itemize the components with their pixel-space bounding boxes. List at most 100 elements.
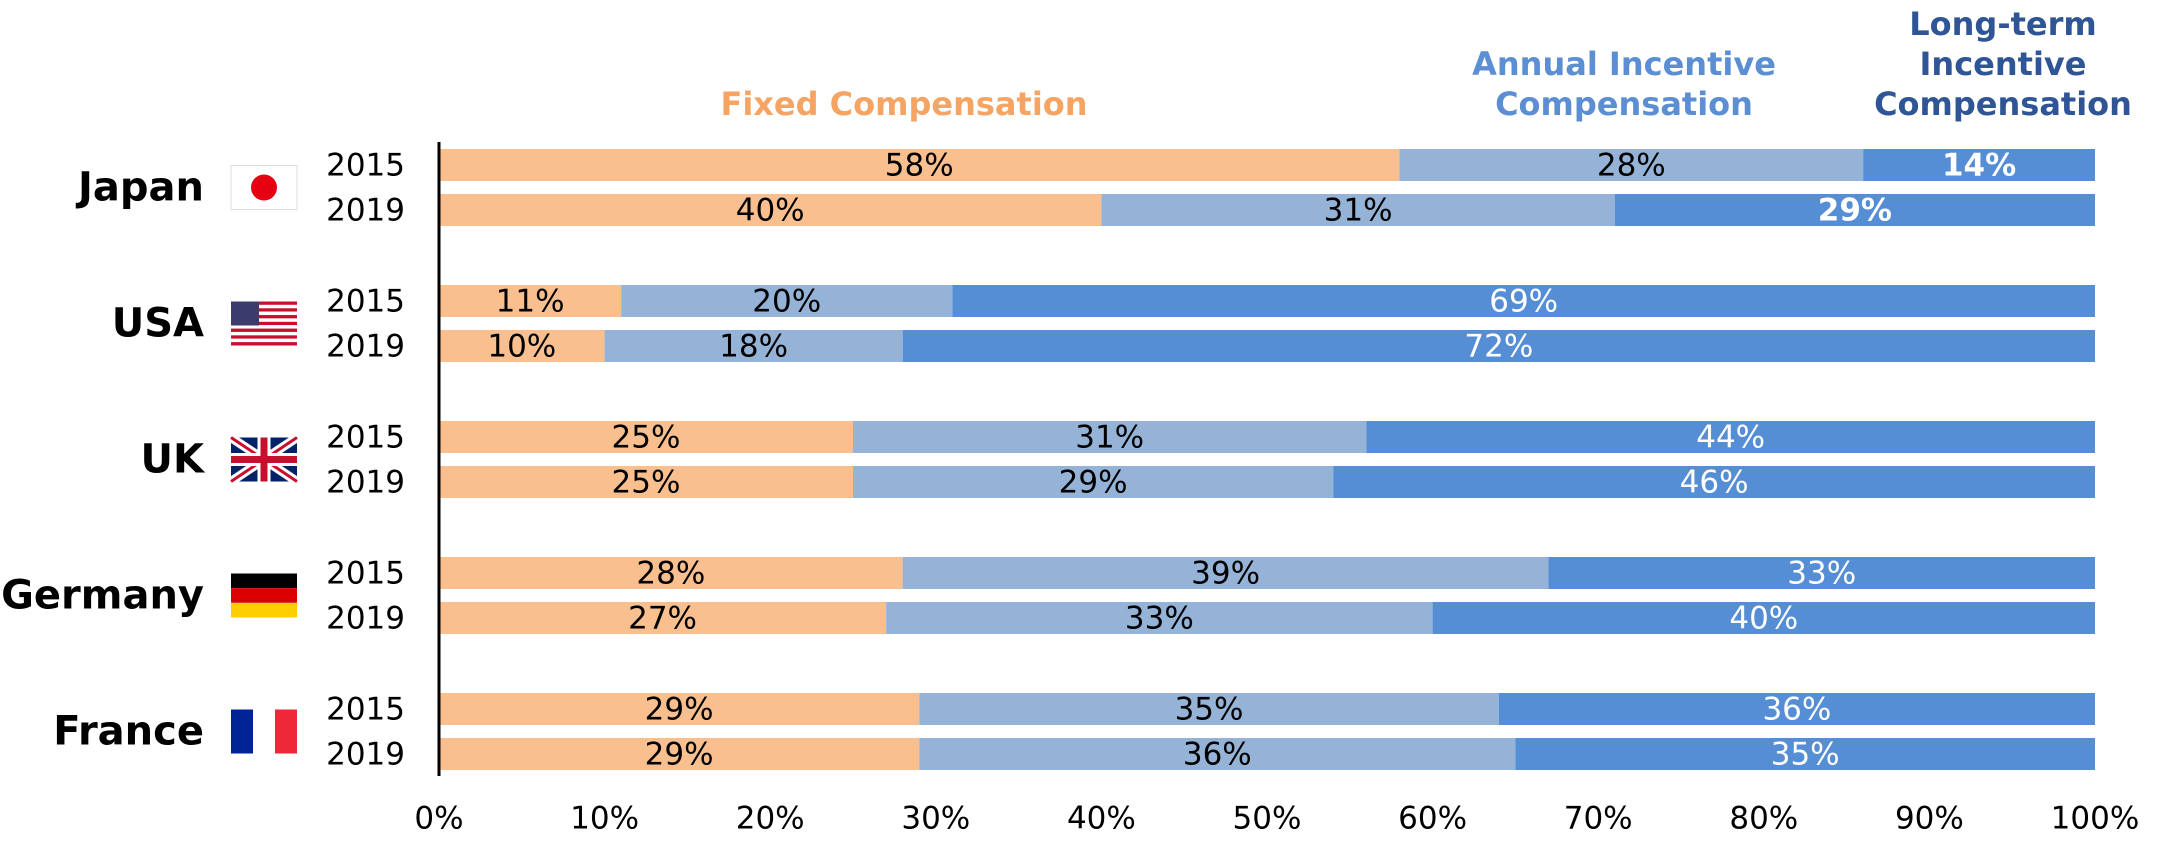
value-label: 35% <box>1175 692 1244 728</box>
bar-segment <box>439 602 887 634</box>
bar-segment <box>439 557 903 589</box>
value-label: 39% <box>1191 556 1260 592</box>
bar-segment <box>1614 194 2095 226</box>
value-label: 25% <box>612 465 681 501</box>
flag <box>231 328 297 332</box>
flag <box>275 709 297 754</box>
value-label: 28% <box>1597 148 1666 184</box>
bar-segment <box>902 330 2096 362</box>
flag-icon <box>230 165 298 210</box>
value-label: 44% <box>1696 420 1765 456</box>
bar-segment <box>439 194 1102 226</box>
value-label: 14% <box>1942 148 2016 184</box>
flag <box>231 588 297 603</box>
bar-segment <box>621 285 953 317</box>
value-label: 25% <box>612 420 681 456</box>
value-label: 31% <box>1075 420 1144 456</box>
value-label: 69% <box>1489 284 1558 320</box>
bar-segment <box>952 285 2095 317</box>
flag <box>231 321 297 326</box>
value-label: 18% <box>719 329 788 365</box>
value-label: 36% <box>1762 692 1831 728</box>
flag <box>231 338 297 343</box>
bar-segment <box>439 466 853 498</box>
value-label: 29% <box>645 692 714 728</box>
year-label: 2015 <box>326 284 405 320</box>
bar-segment <box>1333 466 2095 498</box>
bar-segment <box>439 285 622 317</box>
bar-segment <box>1432 602 2095 634</box>
x-tick-label: 30% <box>901 801 970 837</box>
country-label: Germany <box>1 573 204 619</box>
flag <box>231 602 297 618</box>
flag <box>231 301 259 326</box>
bar-segment <box>439 738 920 770</box>
bar-segment <box>439 421 853 453</box>
bar-segment <box>853 466 1334 498</box>
year-label: 2015 <box>326 420 405 456</box>
bar-segment <box>1515 738 2095 770</box>
value-label: 10% <box>487 329 556 365</box>
bar-segment <box>1101 194 1615 226</box>
flag <box>231 325 297 329</box>
value-label: 36% <box>1183 737 1252 773</box>
legend-label: Annual Incentive Compensation <box>1472 45 1776 123</box>
flag <box>251 174 277 201</box>
flag <box>231 318 297 322</box>
value-label: 29% <box>1818 193 1892 229</box>
legend-label: Fixed Compensation <box>720 85 1088 123</box>
value-label: 28% <box>636 556 705 592</box>
bar-segment <box>604 330 903 362</box>
flag <box>231 311 297 316</box>
x-tick-label: 70% <box>1564 801 1633 837</box>
flag <box>231 335 297 339</box>
x-tick-label: 40% <box>1067 801 1136 837</box>
year-label: 2019 <box>326 465 405 501</box>
value-label: 46% <box>1680 465 1749 501</box>
bar-segment <box>1366 421 2095 453</box>
year-label: 2019 <box>326 329 405 365</box>
value-label: 40% <box>736 193 805 229</box>
flag <box>231 573 297 589</box>
flag-icon <box>231 573 297 618</box>
value-label: 33% <box>1787 556 1856 592</box>
value-label: 35% <box>1771 737 1840 773</box>
country-label: USA <box>112 301 204 347</box>
value-label: 33% <box>1125 601 1194 637</box>
bar-segment <box>1399 149 1864 181</box>
bar-segment <box>902 557 1549 589</box>
country-label: France <box>53 709 204 755</box>
year-label: 2015 <box>326 556 405 592</box>
value-label: 29% <box>1059 465 1128 501</box>
flag <box>253 709 275 754</box>
value-label: 11% <box>496 284 565 320</box>
flag <box>230 165 298 210</box>
value-label: 72% <box>1464 329 1533 365</box>
value-label: 40% <box>1729 601 1798 637</box>
year-label: 2015 <box>326 148 405 184</box>
year-label: 2019 <box>326 193 405 229</box>
flag <box>231 304 297 309</box>
flag <box>231 331 297 336</box>
bar-segment <box>439 330 605 362</box>
flag-icon <box>228 433 300 486</box>
bar-segment <box>1498 693 2095 725</box>
flag <box>231 342 297 346</box>
x-tick-label: 60% <box>1398 801 1467 837</box>
flag <box>231 301 297 305</box>
value-label: 31% <box>1324 193 1393 229</box>
year-label: 2015 <box>326 692 405 728</box>
bar-segment <box>919 693 1499 725</box>
bar-segment <box>886 602 1433 634</box>
bar-segment <box>919 738 1516 770</box>
bar-segment <box>1548 557 2095 589</box>
x-tick-label: 90% <box>1895 801 1964 837</box>
flag <box>231 709 253 754</box>
value-label: 27% <box>628 601 697 637</box>
flag <box>231 437 297 482</box>
country-label: Japan <box>75 165 204 211</box>
bar-segment <box>853 421 1367 453</box>
x-tick-label: 80% <box>1729 801 1798 837</box>
